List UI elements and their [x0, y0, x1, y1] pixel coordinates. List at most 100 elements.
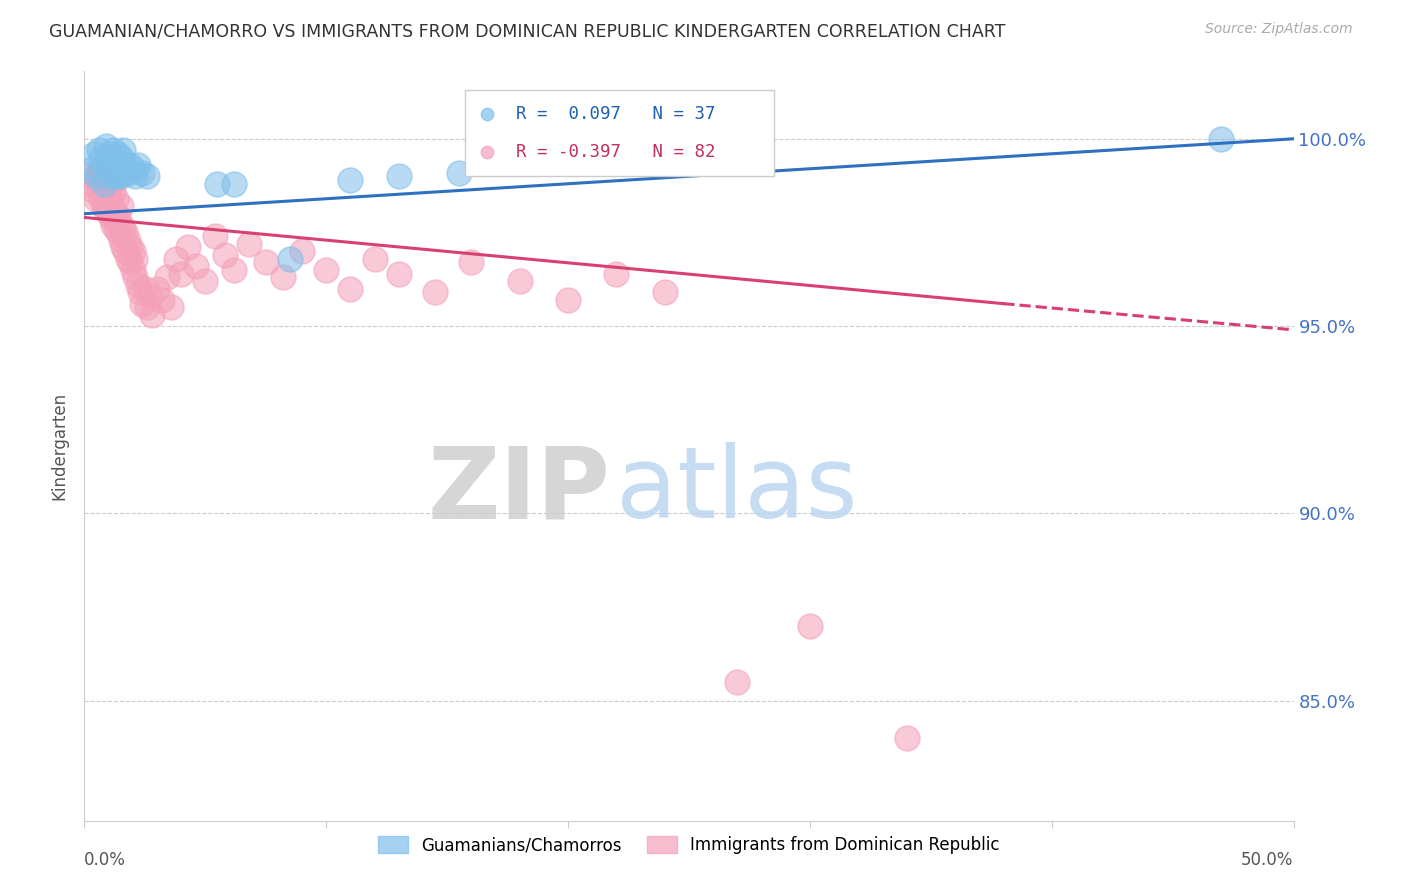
Point — [129, 285, 152, 300]
Point — [100, 195, 122, 210]
Text: GUAMANIAN/CHAMORRO VS IMMIGRANTS FROM DOMINICAN REPUBLIC KINDERGARTEN CORRELATIO: GUAMANIAN/CHAMORRO VS IMMIGRANTS FROM DO… — [49, 22, 1005, 40]
FancyBboxPatch shape — [465, 90, 773, 177]
Point — [104, 169, 127, 184]
Point — [100, 211, 122, 225]
Point — [93, 199, 115, 213]
Point — [120, 158, 142, 172]
Point — [112, 143, 135, 157]
Point — [388, 267, 411, 281]
Point — [339, 282, 361, 296]
Point — [110, 169, 132, 184]
Point — [86, 192, 108, 206]
Point — [120, 255, 142, 269]
Point — [114, 226, 136, 240]
Point — [94, 188, 117, 202]
Point — [254, 255, 277, 269]
Point — [120, 240, 142, 254]
Text: 50.0%: 50.0% — [1241, 851, 1294, 869]
Point — [103, 165, 125, 179]
Point — [160, 301, 183, 315]
Text: R =  0.097   N = 37: R = 0.097 N = 37 — [516, 105, 716, 123]
Text: atlas: atlas — [616, 442, 858, 540]
Point — [121, 263, 143, 277]
Point — [150, 293, 173, 307]
Point — [90, 151, 112, 165]
Point — [121, 244, 143, 259]
Point — [104, 192, 127, 206]
Point — [94, 158, 117, 172]
Point — [94, 202, 117, 217]
Legend: Guamanians/Chamorros, Immigrants from Dominican Republic: Guamanians/Chamorros, Immigrants from Do… — [371, 830, 1007, 861]
Point — [117, 252, 139, 266]
Point — [138, 289, 160, 303]
Point — [134, 282, 156, 296]
Point — [114, 161, 136, 176]
Point — [83, 146, 105, 161]
Point — [141, 308, 163, 322]
Point — [124, 270, 146, 285]
Text: Source: ZipAtlas.com: Source: ZipAtlas.com — [1205, 22, 1353, 37]
Point — [87, 143, 110, 157]
Point — [104, 221, 127, 235]
Point — [449, 165, 471, 179]
Point — [107, 211, 129, 225]
Point — [127, 277, 149, 292]
Point — [110, 199, 132, 213]
Point — [224, 263, 246, 277]
Point — [77, 169, 100, 184]
Point — [112, 221, 135, 235]
Point — [87, 165, 110, 179]
Point — [194, 274, 217, 288]
Point — [80, 161, 103, 176]
Point — [725, 675, 748, 690]
Point — [509, 274, 531, 288]
Point — [557, 293, 579, 307]
Point — [605, 267, 627, 281]
Point — [97, 192, 120, 206]
Point — [94, 177, 117, 191]
Point — [124, 252, 146, 266]
Point — [117, 165, 139, 179]
Point — [103, 218, 125, 232]
Point — [86, 169, 108, 184]
Point — [90, 192, 112, 206]
Point — [127, 158, 149, 172]
Point — [112, 240, 135, 254]
Point — [94, 139, 117, 153]
Point — [146, 282, 169, 296]
Point — [1209, 132, 1232, 146]
Point — [896, 731, 918, 746]
Point — [80, 177, 103, 191]
Point — [291, 244, 314, 259]
Point — [124, 169, 146, 184]
Point — [278, 252, 301, 266]
Point — [93, 184, 115, 198]
Point — [423, 285, 446, 300]
Point — [131, 165, 153, 179]
Point — [90, 161, 112, 176]
Point — [271, 270, 294, 285]
Point — [114, 244, 136, 259]
Point — [117, 233, 139, 247]
Point — [97, 146, 120, 161]
Point — [155, 270, 177, 285]
Point — [204, 229, 226, 244]
Point — [97, 207, 120, 221]
Point — [363, 252, 385, 266]
Point — [103, 184, 125, 198]
Point — [107, 165, 129, 179]
Y-axis label: Kindergarten: Kindergarten — [51, 392, 69, 500]
Point — [112, 165, 135, 179]
Point — [136, 301, 159, 315]
Point — [799, 619, 821, 633]
Point — [97, 165, 120, 179]
Point — [879, 533, 901, 547]
Point — [460, 255, 482, 269]
Point — [93, 177, 115, 191]
Text: ZIP: ZIP — [427, 442, 610, 540]
Point — [87, 180, 110, 194]
Point — [388, 169, 411, 184]
Point — [100, 177, 122, 191]
Point — [136, 169, 159, 184]
Point — [104, 154, 127, 169]
